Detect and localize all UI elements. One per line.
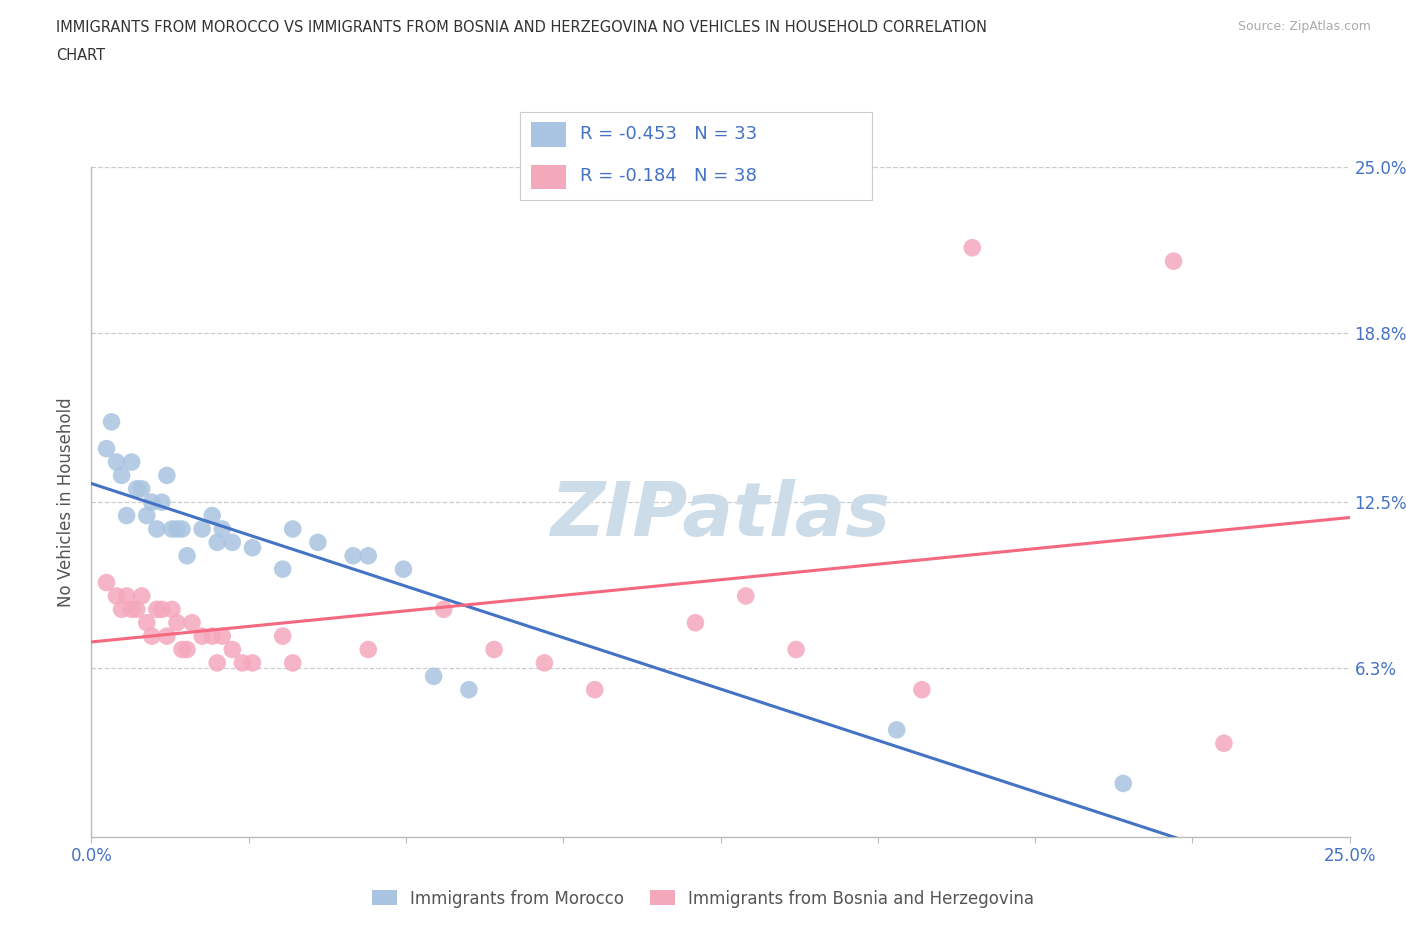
Text: IMMIGRANTS FROM MOROCCO VS IMMIGRANTS FROM BOSNIA AND HERZEGOVINA NO VEHICLES IN: IMMIGRANTS FROM MOROCCO VS IMMIGRANTS FR… (56, 20, 987, 35)
Point (166, 616, 188, 631)
Point (221, 535, 243, 550)
Point (211, 522, 233, 537)
Text: CHART: CHART (56, 48, 105, 63)
Point (141, 629, 163, 644)
Point (205, 656, 228, 671)
Point (125, 602, 148, 617)
Point (121, 455, 143, 470)
Point (533, 656, 555, 671)
Point (281, 656, 304, 671)
Point (422, 669, 444, 684)
Point (150, 495, 173, 510)
Point (886, 723, 908, 737)
Point (1163, 254, 1185, 269)
Point (110, 468, 132, 483)
Point (135, 616, 157, 631)
Point (911, 683, 934, 698)
Point (281, 522, 304, 537)
Text: R = -0.184   N = 38: R = -0.184 N = 38 (581, 166, 756, 185)
Point (176, 642, 198, 657)
Point (96, 441, 118, 456)
Point (342, 549, 364, 564)
FancyBboxPatch shape (531, 165, 567, 190)
Point (201, 629, 224, 644)
Point (457, 683, 479, 698)
Point (100, 415, 122, 430)
Point (146, 522, 169, 537)
Point (357, 549, 380, 564)
Point (685, 616, 707, 631)
Point (205, 535, 228, 550)
Point (131, 482, 153, 497)
Point (135, 508, 157, 523)
Point (150, 602, 173, 617)
Point (583, 683, 606, 698)
Point (307, 535, 329, 550)
Point (156, 468, 179, 483)
Point (785, 642, 807, 657)
Point (181, 616, 204, 631)
Point (191, 629, 214, 644)
Point (211, 629, 233, 644)
Point (170, 522, 193, 537)
Legend: Immigrants from Morocco, Immigrants from Bosnia and Herzegovina: Immigrants from Morocco, Immigrants from… (366, 883, 1040, 914)
Point (115, 508, 138, 523)
Y-axis label: No Vehicles in Household: No Vehicles in Household (58, 397, 76, 607)
Point (221, 642, 243, 657)
Point (191, 522, 214, 537)
FancyBboxPatch shape (531, 122, 567, 147)
Point (110, 602, 132, 617)
Point (231, 656, 253, 671)
Point (433, 602, 456, 617)
Point (201, 508, 224, 523)
Point (271, 562, 294, 577)
Point (1212, 736, 1236, 751)
Point (170, 642, 193, 657)
Point (1112, 776, 1135, 790)
Point (962, 240, 984, 255)
Point (242, 656, 264, 671)
Point (141, 495, 163, 510)
Point (115, 589, 138, 604)
Point (357, 642, 380, 657)
Point (131, 589, 153, 604)
Point (392, 562, 415, 577)
Text: R = -0.453   N = 33: R = -0.453 N = 33 (581, 126, 758, 143)
Point (146, 602, 169, 617)
Point (160, 522, 183, 537)
Point (105, 455, 128, 470)
Point (176, 549, 198, 564)
Point (482, 642, 505, 657)
Point (121, 602, 143, 617)
Point (125, 482, 148, 497)
Text: ZIPatlas: ZIPatlas (551, 479, 890, 552)
Point (734, 589, 756, 604)
Point (271, 629, 294, 644)
Point (242, 540, 264, 555)
Point (156, 629, 179, 644)
Point (105, 589, 128, 604)
Point (166, 522, 188, 537)
Point (96, 575, 118, 590)
Point (160, 602, 183, 617)
Text: Source: ZipAtlas.com: Source: ZipAtlas.com (1237, 20, 1371, 33)
